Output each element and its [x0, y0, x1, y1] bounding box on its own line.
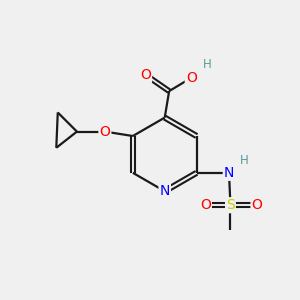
- Text: O: O: [186, 71, 197, 85]
- Text: O: O: [200, 198, 211, 212]
- Text: N: N: [160, 184, 170, 198]
- Text: S: S: [226, 198, 235, 212]
- Text: O: O: [251, 198, 262, 212]
- Text: H: H: [240, 154, 249, 167]
- Text: N: N: [224, 166, 234, 180]
- Text: H: H: [203, 58, 212, 71]
- Text: O: O: [99, 124, 110, 139]
- Text: O: O: [140, 68, 151, 82]
